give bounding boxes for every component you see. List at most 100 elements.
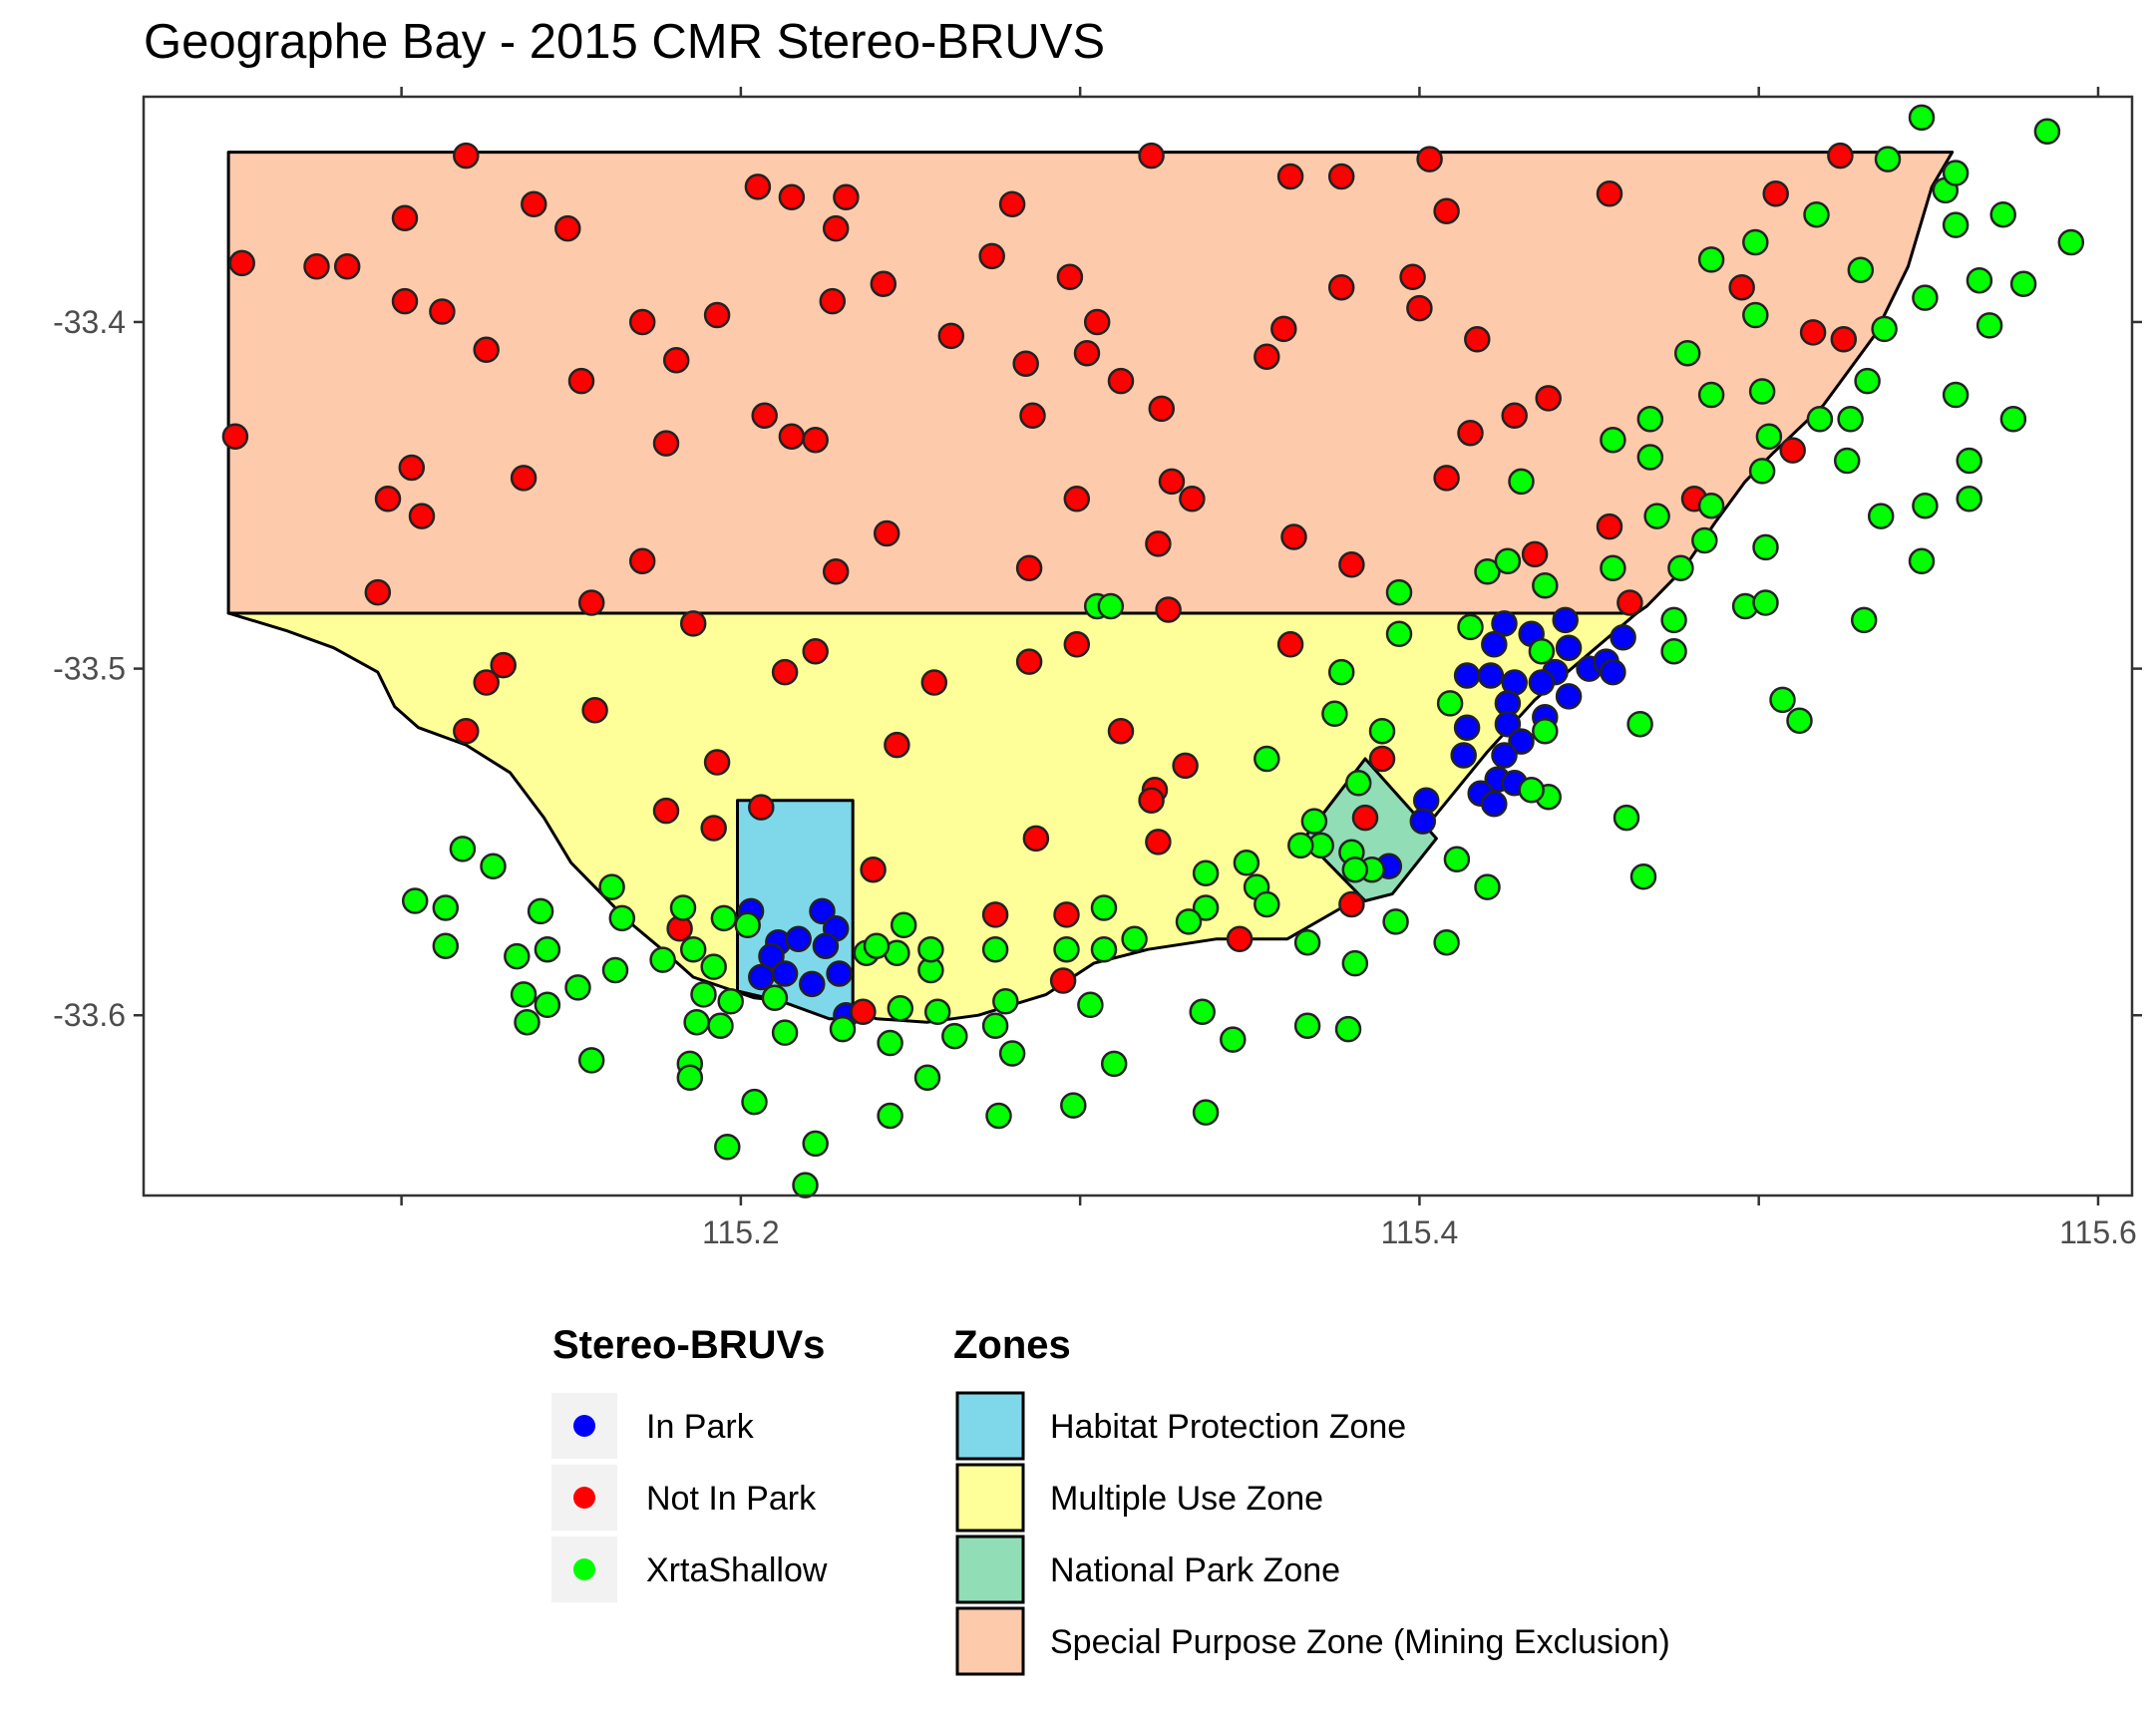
point-in-park bbox=[1491, 610, 1518, 637]
point-not-in-park bbox=[1063, 631, 1091, 658]
point-xrtashallow bbox=[1976, 312, 2003, 339]
point-xrtashallow bbox=[1942, 160, 1970, 186]
y-tick-label: -33.4 bbox=[53, 304, 126, 340]
point-not-in-park bbox=[374, 486, 402, 513]
point-xrtashallow bbox=[527, 897, 554, 925]
point-xrtashallow bbox=[1600, 554, 1626, 582]
point-xrtashallow bbox=[1287, 832, 1314, 859]
point-xrtashallow bbox=[514, 1008, 540, 1036]
point-not-in-park bbox=[1762, 180, 1789, 207]
point-not-in-park bbox=[802, 426, 829, 454]
point-xrtashallow bbox=[1192, 894, 1220, 921]
point-xrtashallow bbox=[1508, 468, 1535, 496]
point-xrtashallow bbox=[1667, 554, 1694, 582]
legend-title-zones: Zones bbox=[953, 1323, 1071, 1367]
point-xrtashallow bbox=[1806, 406, 1834, 433]
point-xrtashallow bbox=[1691, 526, 1718, 554]
point-xrtashallow bbox=[598, 873, 625, 900]
point-xrtashallow bbox=[771, 1019, 799, 1046]
point-xrtashallow bbox=[1629, 862, 1657, 890]
point-xrtashallow bbox=[1697, 246, 1725, 273]
point-xrtashallow bbox=[1636, 406, 1664, 433]
point-not-in-park bbox=[1399, 263, 1426, 291]
point-not-in-park bbox=[652, 797, 680, 825]
point-not-in-park bbox=[1596, 180, 1623, 207]
point-xrtashallow bbox=[1532, 571, 1559, 599]
point-xrtashallow bbox=[564, 974, 591, 1001]
point-xrtashallow bbox=[1833, 447, 1861, 475]
point-not-in-park bbox=[703, 301, 731, 329]
point-not-in-park bbox=[1056, 263, 1084, 291]
point-in-park bbox=[1491, 742, 1518, 769]
point-not-in-park bbox=[398, 454, 426, 482]
point-xrtashallow bbox=[1989, 200, 2016, 228]
point-not-in-park bbox=[1254, 343, 1280, 370]
point-in-park bbox=[748, 963, 775, 991]
point-xrtashallow bbox=[1643, 503, 1670, 529]
point-xrtashallow bbox=[504, 942, 531, 970]
point-xrtashallow bbox=[1942, 211, 1970, 238]
point-not-in-park bbox=[1501, 402, 1528, 430]
point-not-in-park bbox=[1406, 294, 1433, 322]
point-not-in-park bbox=[364, 578, 392, 606]
point-xrtashallow bbox=[1912, 284, 1939, 311]
point-xrtashallow bbox=[683, 1008, 710, 1036]
point-not-in-park bbox=[1779, 437, 1806, 464]
point-not-in-park bbox=[303, 253, 330, 280]
point-not-in-park bbox=[1063, 486, 1091, 513]
point-xrtashallow bbox=[480, 853, 507, 879]
point-xrtashallow bbox=[1300, 808, 1328, 835]
point-xrtashallow bbox=[985, 1102, 1012, 1130]
legend-label-special-purpose-zone-mining-exclusion: Special Purpose Zone (Mining Exclusion) bbox=[1050, 1623, 1670, 1661]
point-xrtashallow bbox=[1755, 423, 1783, 450]
point-xrtashallow bbox=[761, 984, 789, 1012]
point-xrtashallow bbox=[1742, 301, 1769, 329]
point-in-park bbox=[1555, 634, 1583, 661]
point-not-in-park bbox=[1148, 395, 1176, 423]
point-xrtashallow bbox=[1660, 637, 1687, 665]
point-xrtashallow bbox=[679, 935, 707, 963]
point-not-in-park bbox=[860, 856, 887, 883]
legend-label-not-in-park: Not In Park bbox=[646, 1480, 817, 1518]
point-xrtashallow bbox=[1341, 949, 1369, 977]
point-xrtashallow bbox=[1382, 908, 1409, 935]
point-xrtashallow bbox=[1908, 547, 1936, 575]
legend-key-in-park bbox=[573, 1415, 595, 1437]
point-xrtashallow bbox=[669, 894, 697, 921]
point-in-park bbox=[1528, 669, 1556, 696]
point-not-in-park bbox=[1368, 745, 1396, 773]
point-xrtashallow bbox=[1697, 381, 1725, 409]
point-not-in-park bbox=[1270, 315, 1297, 343]
y-tick-label: -33.6 bbox=[53, 997, 126, 1033]
point-xrtashallow bbox=[1613, 804, 1640, 832]
point-not-in-park bbox=[1226, 925, 1254, 953]
point-in-park bbox=[1494, 710, 1522, 738]
point-xrtashallow bbox=[449, 836, 477, 862]
point-xrtashallow bbox=[649, 946, 676, 973]
point-xrtashallow bbox=[577, 1047, 605, 1074]
point-xrtashallow bbox=[917, 935, 944, 963]
point-xrtashallow bbox=[1874, 146, 1902, 172]
point-xrtashallow bbox=[1443, 846, 1471, 873]
point-xrtashallow bbox=[981, 1012, 1009, 1039]
point-not-in-park bbox=[1457, 419, 1484, 447]
point-xrtashallow bbox=[1293, 928, 1321, 956]
point-xrtashallow bbox=[1254, 745, 1280, 773]
point-xrtashallow bbox=[1626, 710, 1653, 738]
point-not-in-park bbox=[1327, 163, 1355, 190]
point-in-park bbox=[1453, 714, 1481, 741]
point-not-in-park bbox=[1155, 596, 1182, 623]
point-xrtashallow bbox=[890, 911, 917, 939]
point-xrtashallow bbox=[676, 1064, 704, 1092]
point-xrtashallow bbox=[1786, 707, 1813, 734]
point-xrtashallow bbox=[1600, 426, 1626, 454]
point-xrtashallow bbox=[1474, 558, 1501, 585]
point-not-in-park bbox=[1015, 554, 1043, 582]
point-xrtashallow bbox=[1528, 637, 1556, 665]
point-not-in-park bbox=[822, 214, 850, 242]
point-xrtashallow bbox=[432, 932, 460, 959]
point-not-in-park bbox=[628, 308, 656, 336]
point-xrtashallow bbox=[1433, 928, 1460, 956]
point-not-in-park bbox=[510, 465, 538, 492]
point-xrtashallow bbox=[608, 904, 636, 932]
